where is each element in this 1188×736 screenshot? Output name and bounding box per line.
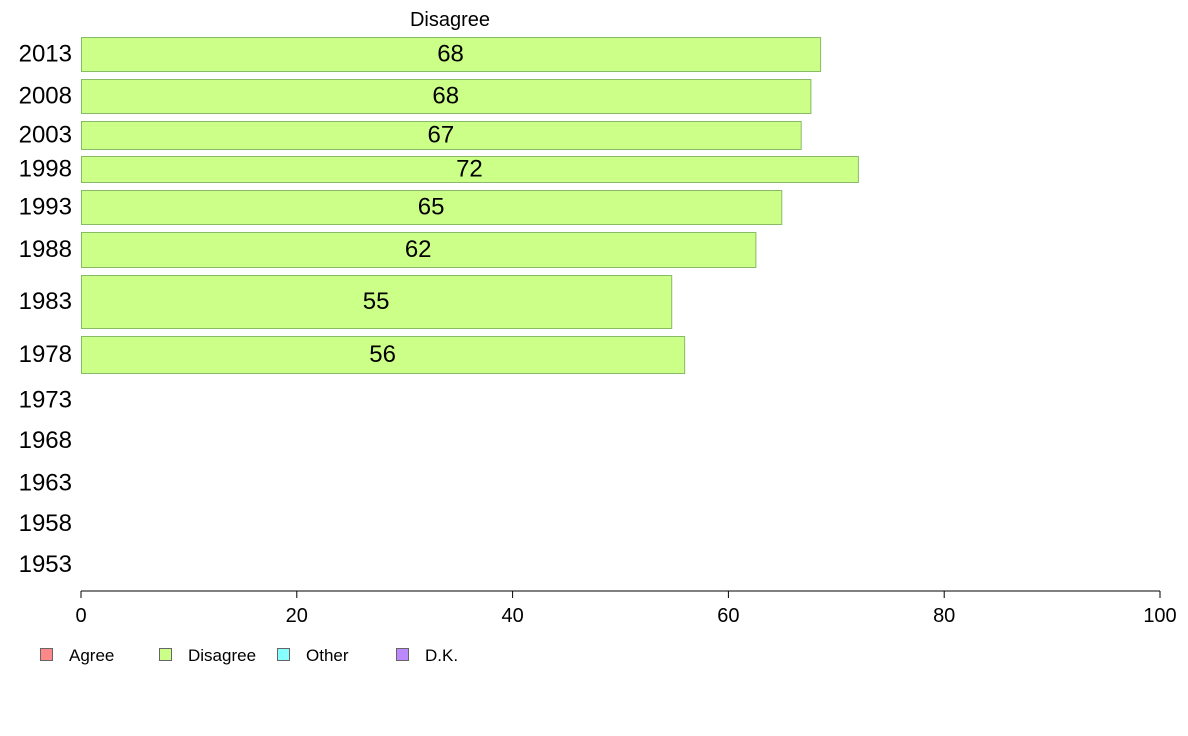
x-tick-label: 20 (286, 605, 308, 627)
bar-value-label: 72 (456, 156, 483, 183)
x-tick-label: 60 (717, 605, 739, 627)
category-label: 1988 (19, 236, 72, 263)
bar (81, 336, 686, 374)
bar (81, 232, 757, 268)
category-label: 2008 (19, 83, 72, 110)
category-label: 1963 (19, 470, 72, 497)
bar (81, 79, 812, 114)
category-label: 2003 (19, 122, 72, 149)
legend-swatch (159, 648, 172, 661)
bar-value-label: 56 (369, 341, 396, 368)
bar-value-label: 62 (405, 236, 432, 263)
legend-label: D.K. (425, 646, 458, 665)
chart-title: Disagree (410, 9, 490, 31)
category-label: 1978 (19, 341, 72, 368)
category-label: 1968 (19, 427, 72, 454)
category-label: 2013 (19, 41, 72, 68)
legend-label: Disagree (188, 646, 256, 665)
bar (81, 275, 673, 329)
bar-value-label: 68 (432, 83, 459, 110)
bar-value-label: 55 (363, 288, 390, 315)
category-label: 1983 (19, 288, 72, 315)
bar (81, 190, 783, 225)
x-axis: 0 20 40 60 80 100 (75, 590, 1177, 627)
x-tick-label: 0 (75, 605, 86, 627)
x-tick-label: 40 (501, 605, 523, 627)
legend-label: Other (306, 646, 349, 665)
category-label: 1998 (19, 156, 72, 183)
x-tick-label: 100 (1143, 605, 1176, 627)
bar (81, 37, 822, 72)
bar (81, 156, 859, 183)
bar-value-label: 65 (418, 194, 445, 221)
x-tick-label: 80 (933, 605, 955, 627)
bar-value-label: 68 (437, 41, 464, 68)
category-label: 1993 (19, 194, 72, 221)
legend-label: Agree (69, 646, 114, 665)
bar-value-label: 67 (427, 122, 454, 149)
category-label: 1953 (19, 551, 72, 578)
bar (81, 121, 802, 150)
legend: Agree Disagree Other D.K. (40, 646, 458, 665)
category-label: 1958 (19, 510, 72, 537)
legend-swatch (40, 648, 53, 661)
category-label: 1973 (19, 387, 72, 414)
legend-swatch (396, 648, 409, 661)
legend-swatch (277, 648, 290, 661)
category-labels: 2013 2008 2003 1998 1993 1988 1983 1978 1973 1968… (19, 41, 72, 579)
